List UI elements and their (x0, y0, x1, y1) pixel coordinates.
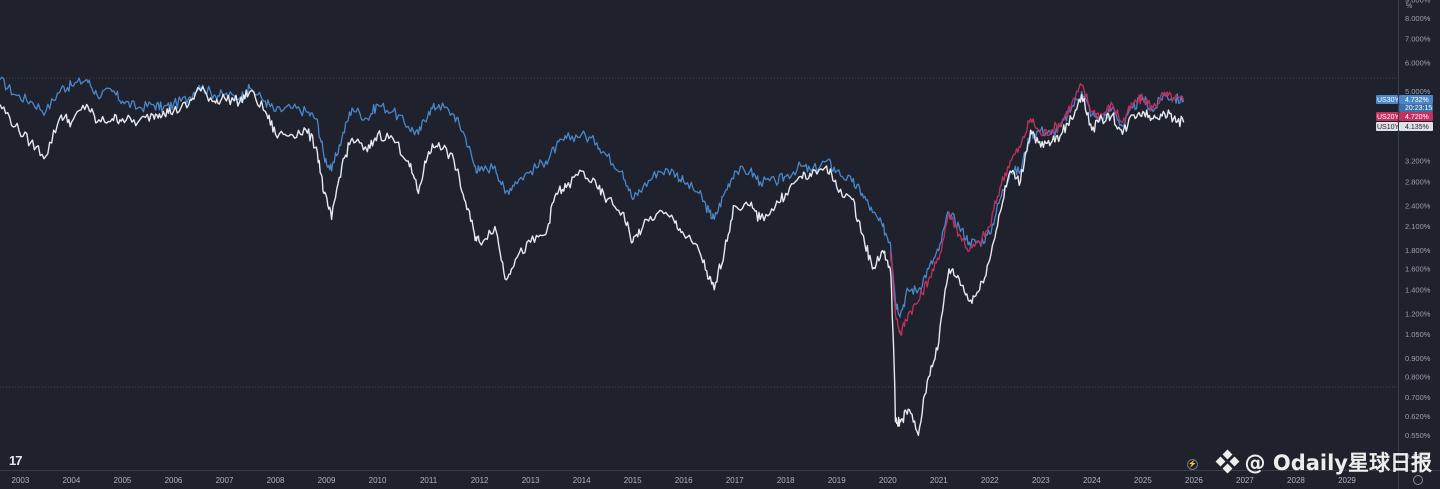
x-tick-label: 2012 (471, 476, 489, 485)
series-value-label: 4.732% (1405, 97, 1429, 104)
horizontal-lines (0, 77, 1398, 388)
x-tick-label: 2026 (1185, 476, 1203, 485)
series-value-label: 4.135% (1405, 124, 1429, 131)
x-tick-label: 2013 (522, 476, 540, 485)
x-tick-label: 2014 (573, 476, 591, 485)
x-tick-label: 2025 (1134, 476, 1152, 485)
y-tick-label: 1.600% (1405, 264, 1431, 273)
y-axis: 9.000%8.000%7.000%6.000%5.000%4.000%3.20… (1405, 0, 1431, 461)
x-tick-label: 2024 (1083, 476, 1101, 485)
x-tick-label: 2009 (318, 476, 336, 485)
series-countdown-tag (1399, 104, 1433, 112)
y-axis-unit: % (1406, 3, 1413, 10)
series-tag-us10y (1376, 122, 1398, 131)
binance-logo-icon (1215, 449, 1239, 474)
y-tick-label: 0.900% (1405, 354, 1431, 363)
series-value-tag-us10y (1399, 122, 1433, 131)
series-countdown-label: 20:23:15 (1405, 105, 1432, 112)
x-tick-label: 2006 (165, 476, 183, 485)
x-tick-label: 2022 (981, 476, 999, 485)
watermark: @ Odaily星球日报 (1215, 447, 1432, 477)
y-tick-label: 8.000% (1405, 14, 1431, 23)
y-tick-label: 5.000% (1405, 87, 1431, 96)
y-tick-label: 0.480% (1405, 452, 1431, 461)
series-tag-name: US10Y (1377, 124, 1400, 131)
series-line-us30y (0, 76, 1185, 318)
y-tick-label: 7.000% (1405, 35, 1431, 44)
series-value-tag-us30y (1399, 95, 1433, 104)
y-tick-label: 2.100% (1405, 222, 1431, 231)
replay-icon[interactable]: ⚡ (1187, 459, 1198, 470)
x-tick-label: 2004 (63, 476, 81, 485)
x-tick-label: 2016 (675, 476, 693, 485)
series-line-us10y (0, 86, 1185, 436)
series-line-us20y (889, 82, 1185, 336)
x-axis: 2003 2004 2005 2006 2007 2008 2009 2010 2011 2012… (12, 476, 1357, 485)
series-tag-name: US20Y (1377, 114, 1400, 121)
series-tag-us30y (1376, 95, 1398, 104)
x-tick-label: 2021 (930, 476, 948, 485)
x-tick-label: 2011 (420, 476, 438, 485)
x-tick-label: 2027 (1236, 476, 1254, 485)
price-tags: US30Y 4.732%20:23:15 US20Y 4.720% US10Y 4.135… (1376, 95, 1433, 131)
x-tick-label: 2007 (216, 476, 234, 485)
x-tick-label: 2008 (267, 476, 285, 485)
series-layer (0, 76, 1185, 436)
y-tick-label: 9.000% (1405, 0, 1431, 5)
tradingview-logo: 17 (9, 453, 23, 468)
y-tick-label: 1.050% (1405, 330, 1431, 339)
x-tick-label: 2015 (624, 476, 642, 485)
series-tag-name: US30Y (1377, 97, 1400, 104)
y-tick-label: 1.400% (1405, 285, 1431, 294)
series-tag-us20y (1376, 112, 1398, 121)
x-tick-label: 2023 (1032, 476, 1050, 485)
x-tick-label: 2017 (726, 476, 744, 485)
x-tick-label: 2028 (1287, 476, 1305, 485)
y-tick-label: 2.400% (1405, 201, 1431, 210)
x-tick-label: 2003 (12, 476, 30, 485)
x-tick-label: 2010 (369, 476, 387, 485)
y-tick-label: 6.000% (1405, 59, 1431, 68)
y-tick-label: 1.800% (1405, 246, 1431, 255)
x-tick-label: 2005 (114, 476, 132, 485)
y-tick-label: 0.800% (1405, 372, 1431, 381)
x-tick-label: 2018 (777, 476, 795, 485)
series-value-tag-us20y (1399, 112, 1433, 121)
x-tick-label: 2019 (828, 476, 846, 485)
y-tick-label: 0.700% (1405, 393, 1431, 402)
settings-icon[interactable] (1413, 475, 1423, 485)
y-tick-label: 2.800% (1405, 177, 1431, 186)
y-tick-label: 1.200% (1405, 309, 1431, 318)
y-tick-label: 0.550% (1405, 431, 1431, 440)
x-tick-label: 2029 (1338, 476, 1356, 485)
x-tick-label: 2020 (879, 476, 897, 485)
series-value-label: 4.720% (1405, 114, 1429, 121)
y-tick-label: 0.620% (1405, 412, 1431, 421)
y-tick-label: 3.200% (1405, 157, 1431, 166)
watermark-text: @ Odaily星球日报 (1244, 451, 1432, 475)
